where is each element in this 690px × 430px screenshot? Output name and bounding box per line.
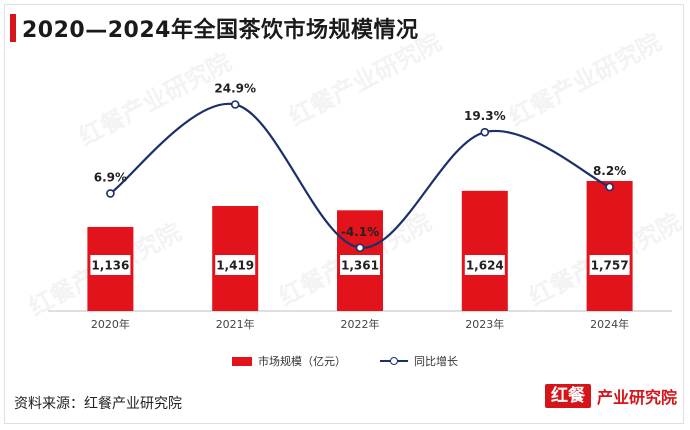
growth-point-1 [230, 100, 240, 109]
growth-point-0 [106, 189, 115, 198]
brand-logo: 红餐 产业研究院 [545, 381, 677, 411]
source-note: 资料来源：红餐产业研究院 [14, 396, 182, 412]
x-tick-label-2: 2022年 [341, 317, 380, 331]
brand-mark: 红餐 [545, 384, 591, 408]
bar-label-box-4 [589, 255, 630, 275]
x-tick-label-3: 2023年 [465, 317, 504, 331]
growth-label-3: 19.3% [464, 109, 506, 123]
bar-label-box-2 [340, 255, 380, 275]
x-tick-label-1: 2021年 [216, 317, 255, 331]
legend-line-swatch [380, 356, 408, 366]
legend-item-line: 同比增长 [380, 353, 458, 369]
x-tick-label-0: 2020年 [91, 317, 130, 331]
growth-label-2: -4.1% [341, 225, 379, 239]
bar-label-box-0 [90, 255, 131, 275]
growth-label-1: 24.9% [214, 81, 256, 95]
bar-3 [461, 190, 508, 311]
bar-label-box-3 [464, 255, 505, 275]
bar-label-4: 1,757 [591, 259, 629, 273]
growth-label-0: 6.9% [94, 170, 127, 184]
legend-bar-swatch [232, 356, 252, 366]
growth-point-2 [355, 243, 365, 253]
bar-4 [586, 181, 633, 311]
growth-label-4: 8.2% [593, 164, 626, 178]
bar-label-3: 1,624 [466, 259, 504, 273]
title-accent-bar [10, 14, 16, 42]
brand-text: 产业研究院 [597, 388, 678, 407]
bar-label-box-1 [215, 255, 256, 275]
x-tick-label-4: 2024年 [590, 317, 629, 331]
growth-point-3 [480, 127, 490, 137]
bar-label-0: 1,136 [91, 259, 129, 273]
legend-label-bar: 市场规模（亿元） [258, 355, 346, 368]
chart-frame [4, 4, 684, 424]
chart-title: 2020—2024年全国茶饮市场规模情况 [22, 18, 419, 43]
bar-label-2: 1,361 [341, 259, 379, 273]
bar-label-1: 1,419 [216, 259, 254, 273]
growth-point-4 [605, 182, 614, 192]
legend: 市场规模（亿元） 同比增长 [0, 353, 690, 369]
legend-item-bar: 市场规模（亿元） [232, 353, 346, 369]
legend-label-line: 同比增长 [414, 355, 458, 368]
